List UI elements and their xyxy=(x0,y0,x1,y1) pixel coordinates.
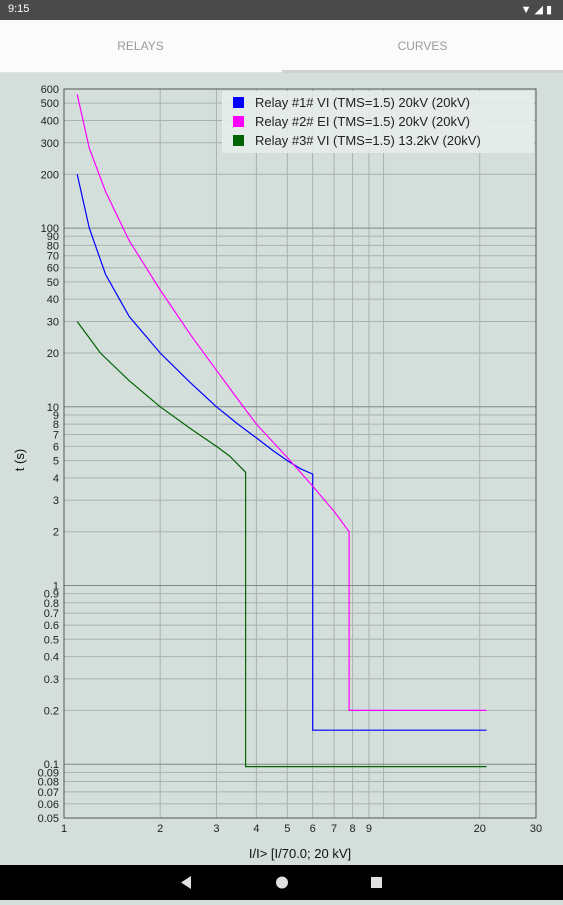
y-tick-label: 7 xyxy=(53,429,59,441)
grid-layer xyxy=(63,88,537,819)
home-button[interactable] xyxy=(262,865,302,900)
back-button[interactable] xyxy=(166,865,206,900)
y-tick-label: 300 xyxy=(41,138,59,150)
legend-swatch-3 xyxy=(233,135,244,146)
y-tick-label: 60 xyxy=(47,263,59,275)
y-tick-label: 0.2 xyxy=(44,705,59,717)
y-tick-label: 0.9 xyxy=(44,589,59,601)
x-tick-label: 9 xyxy=(366,823,372,835)
tick-layer: 1 2 3 4 5 6 7 8 9 20 300.050.060.070.080.090.10.20… xyxy=(38,84,543,835)
x-tick-label: 5 xyxy=(284,823,290,835)
y-tick-label: 2 xyxy=(53,527,59,539)
y-tick-label: 80 xyxy=(47,240,59,252)
y-tick-label: 0.08 xyxy=(38,777,59,789)
y-tick-label: 5 xyxy=(53,456,59,468)
signal-icon: ◢ xyxy=(534,4,546,16)
y-tick-label: 0.8 xyxy=(44,598,59,610)
y-tick-label: 0.4 xyxy=(44,652,59,664)
x-tick-label: 20 xyxy=(474,823,486,835)
chart-area: 1 2 3 4 5 6 7 8 9 20 30 0.05 0.06 0.07 0.08 0.09 0.1 0.2 0… xyxy=(0,73,563,865)
y-tick-label: 0.1 xyxy=(44,759,59,771)
y-tick-label: 1 xyxy=(53,580,59,592)
legend-label-3: Relay #3# VI (TMS=1.5) 13.2kV (20kV) xyxy=(255,133,481,148)
navigation-bar xyxy=(0,865,563,900)
x-tick-label: 2 xyxy=(157,823,163,835)
x-tick-label: 1 xyxy=(61,823,67,835)
y-tick-label: 0.06 xyxy=(38,799,59,811)
y-tick-label: 30 xyxy=(47,317,59,329)
y-tick-label: 0.09 xyxy=(38,767,59,779)
recent-apps-button[interactable] xyxy=(357,865,397,900)
y-axis-label: t (s) xyxy=(12,449,27,471)
x-tick-label: 7 xyxy=(331,823,337,835)
y-tick-label: 20 xyxy=(47,348,59,360)
battery-icon: ▮ xyxy=(545,4,555,16)
tab-indicator xyxy=(282,70,563,73)
x-axis-label: I/I> [I/70.0; 20 kV] xyxy=(249,846,351,861)
y-tick-label: 3 xyxy=(53,495,59,507)
y-tick-label: 100 xyxy=(41,223,59,235)
legend: Relay #1# VI (TMS=1.5) 20kV (20kV) Relay … xyxy=(222,91,534,153)
status-icons: ▼◢▮ xyxy=(521,3,555,16)
series-line-3 xyxy=(76,321,487,768)
series-line-1 xyxy=(76,174,487,731)
x-tick-label: 6 xyxy=(310,823,316,835)
relay-curves-chart: 1 2 3 4 5 6 7 8 9 20 300.050.060.070.080.090.10.20… xyxy=(12,84,543,861)
legend-label-2: Relay #2# EI (TMS=1.5) 20kV (20kV) xyxy=(255,114,470,129)
x-tick-label: 4 xyxy=(253,823,259,835)
back-icon xyxy=(181,876,191,889)
tab-relays[interactable]: RELAYS xyxy=(117,39,164,53)
y-tick-label: 200 xyxy=(41,169,59,181)
y-tick-label: 9 xyxy=(53,410,59,422)
status-bar: 9:15 ▼◢▮ xyxy=(0,0,563,20)
y-tick-label: 0.6 xyxy=(44,620,59,632)
y-tick-label: 6 xyxy=(53,441,59,453)
legend-background xyxy=(222,91,534,153)
x-tick-label: 8 xyxy=(350,823,356,835)
y-tick-label: 40 xyxy=(47,294,59,306)
y-tick-label: 90 xyxy=(47,231,59,243)
home-icon xyxy=(276,876,288,889)
plot-frame xyxy=(63,88,537,819)
y-tick-label: 8 xyxy=(53,419,59,431)
y-tick-label: 50 xyxy=(47,277,59,289)
y-tick-label: 4 xyxy=(53,473,59,485)
y-tick-label: 0.07 xyxy=(38,787,59,799)
y-tick-label: 400 xyxy=(41,115,59,127)
y-tick-label: 600 xyxy=(41,84,59,96)
recent-apps-icon xyxy=(371,877,382,888)
tab-bar: RELAYS CURVES xyxy=(0,20,563,73)
series-layer xyxy=(76,94,487,768)
legend-swatch-2 xyxy=(233,116,244,127)
y-tick-label: 0.7 xyxy=(44,608,59,620)
y-tick-label: 0.3 xyxy=(44,674,59,686)
wifi-icon: ▼ xyxy=(520,4,535,16)
x-tick-label: 3 xyxy=(213,823,219,835)
status-time: 9:15 xyxy=(8,3,30,15)
y-tick-label: 0.05 xyxy=(38,813,59,825)
legend-swatch-1 xyxy=(233,97,244,108)
y-tick-label: 10 xyxy=(47,402,59,414)
series-line-2 xyxy=(76,94,487,711)
y-tick-label: 0.5 xyxy=(44,634,59,646)
x-tick-label: 30 xyxy=(530,823,542,835)
tab-curves[interactable]: CURVES xyxy=(397,39,448,53)
legend-label-1: Relay #1# VI (TMS=1.5) 20kV (20kV) xyxy=(255,95,470,110)
y-tick-label: 500 xyxy=(41,98,59,110)
y-tick-label: 70 xyxy=(47,251,59,263)
